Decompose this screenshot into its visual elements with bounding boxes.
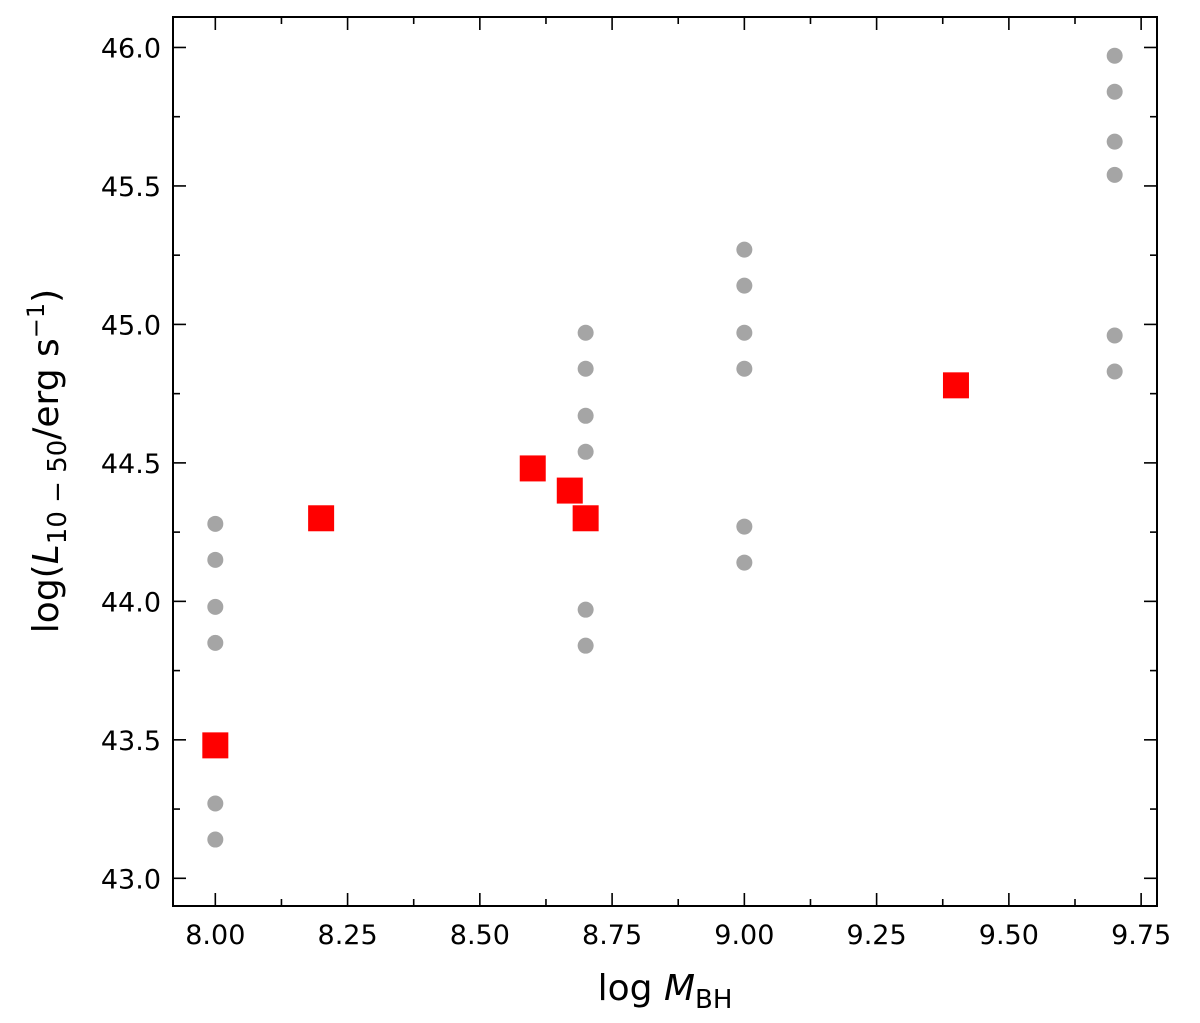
- data-points: [202, 47, 1123, 848]
- red-square-point: [942, 372, 969, 399]
- red-square-point: [308, 505, 335, 532]
- x-axis-label: log MBH: [598, 968, 733, 1015]
- gray-circle-point: [577, 637, 594, 654]
- x-tick-label: 9.25: [847, 920, 907, 951]
- x-tick-label: 8.75: [582, 920, 642, 951]
- gray-circle-point: [1106, 133, 1123, 150]
- gray-circle-point: [207, 831, 224, 848]
- x-tick-label: 9.50: [979, 920, 1039, 951]
- gray-circle-point: [207, 515, 224, 532]
- y-tick-label: 45.5: [101, 172, 161, 203]
- y-tick-label: 44.0: [101, 587, 161, 618]
- y-tick-label: 43.5: [101, 726, 161, 757]
- x-tick-label: 8.25: [318, 920, 378, 951]
- gray-circle-point: [577, 324, 594, 341]
- gray-circle-point: [736, 324, 753, 341]
- gray-circle-point: [1106, 166, 1123, 183]
- gray-circle-point: [1106, 327, 1123, 344]
- y-tick-label: 43.0: [101, 864, 161, 895]
- red-square-point: [572, 505, 599, 532]
- plot-frame: [172, 16, 1158, 907]
- gray-circle-point: [207, 634, 224, 651]
- y-axis-ticks: 43.0 43.5 44.0 44.5 45.0 45.5 46.0: [101, 33, 1157, 895]
- red-square-point: [556, 477, 583, 504]
- gray-circle-point: [207, 551, 224, 568]
- gray-circle-point: [736, 554, 753, 571]
- x-tick-label: 8.50: [450, 920, 510, 951]
- y-tick-label: 46.0: [101, 33, 161, 64]
- y-tick-label: 45.0: [101, 310, 161, 341]
- gray-circle-point: [736, 277, 753, 294]
- gray-circle-point: [1106, 363, 1123, 380]
- red-square-point: [519, 455, 546, 482]
- gray-circle-point: [736, 518, 753, 535]
- gray-circle-point: [577, 601, 594, 618]
- gray-circle-point: [736, 360, 753, 377]
- gray-circle-point: [207, 598, 224, 615]
- gray-circle-point: [207, 795, 224, 812]
- gray-circle-point: [1106, 83, 1123, 100]
- y-axis-label: log(L10 − 50/erg s−1): [22, 289, 73, 633]
- x-axis-ticks: 8.00 8.25 8.50 8.75 9.00 9.25 9.50 9.75: [185, 17, 1171, 951]
- gray-circle-point: [577, 443, 594, 460]
- gray-circle-point: [1106, 47, 1123, 64]
- gray-circle-point: [577, 360, 594, 377]
- gray-circle-point: [736, 241, 753, 258]
- gray-circle-point: [577, 407, 594, 424]
- red-square-point: [202, 732, 229, 759]
- x-tick-label: 9.00: [714, 920, 774, 951]
- y-tick-label: 44.5: [101, 449, 161, 480]
- x-tick-label: 8.00: [185, 920, 245, 951]
- x-tick-label: 9.75: [1111, 920, 1171, 951]
